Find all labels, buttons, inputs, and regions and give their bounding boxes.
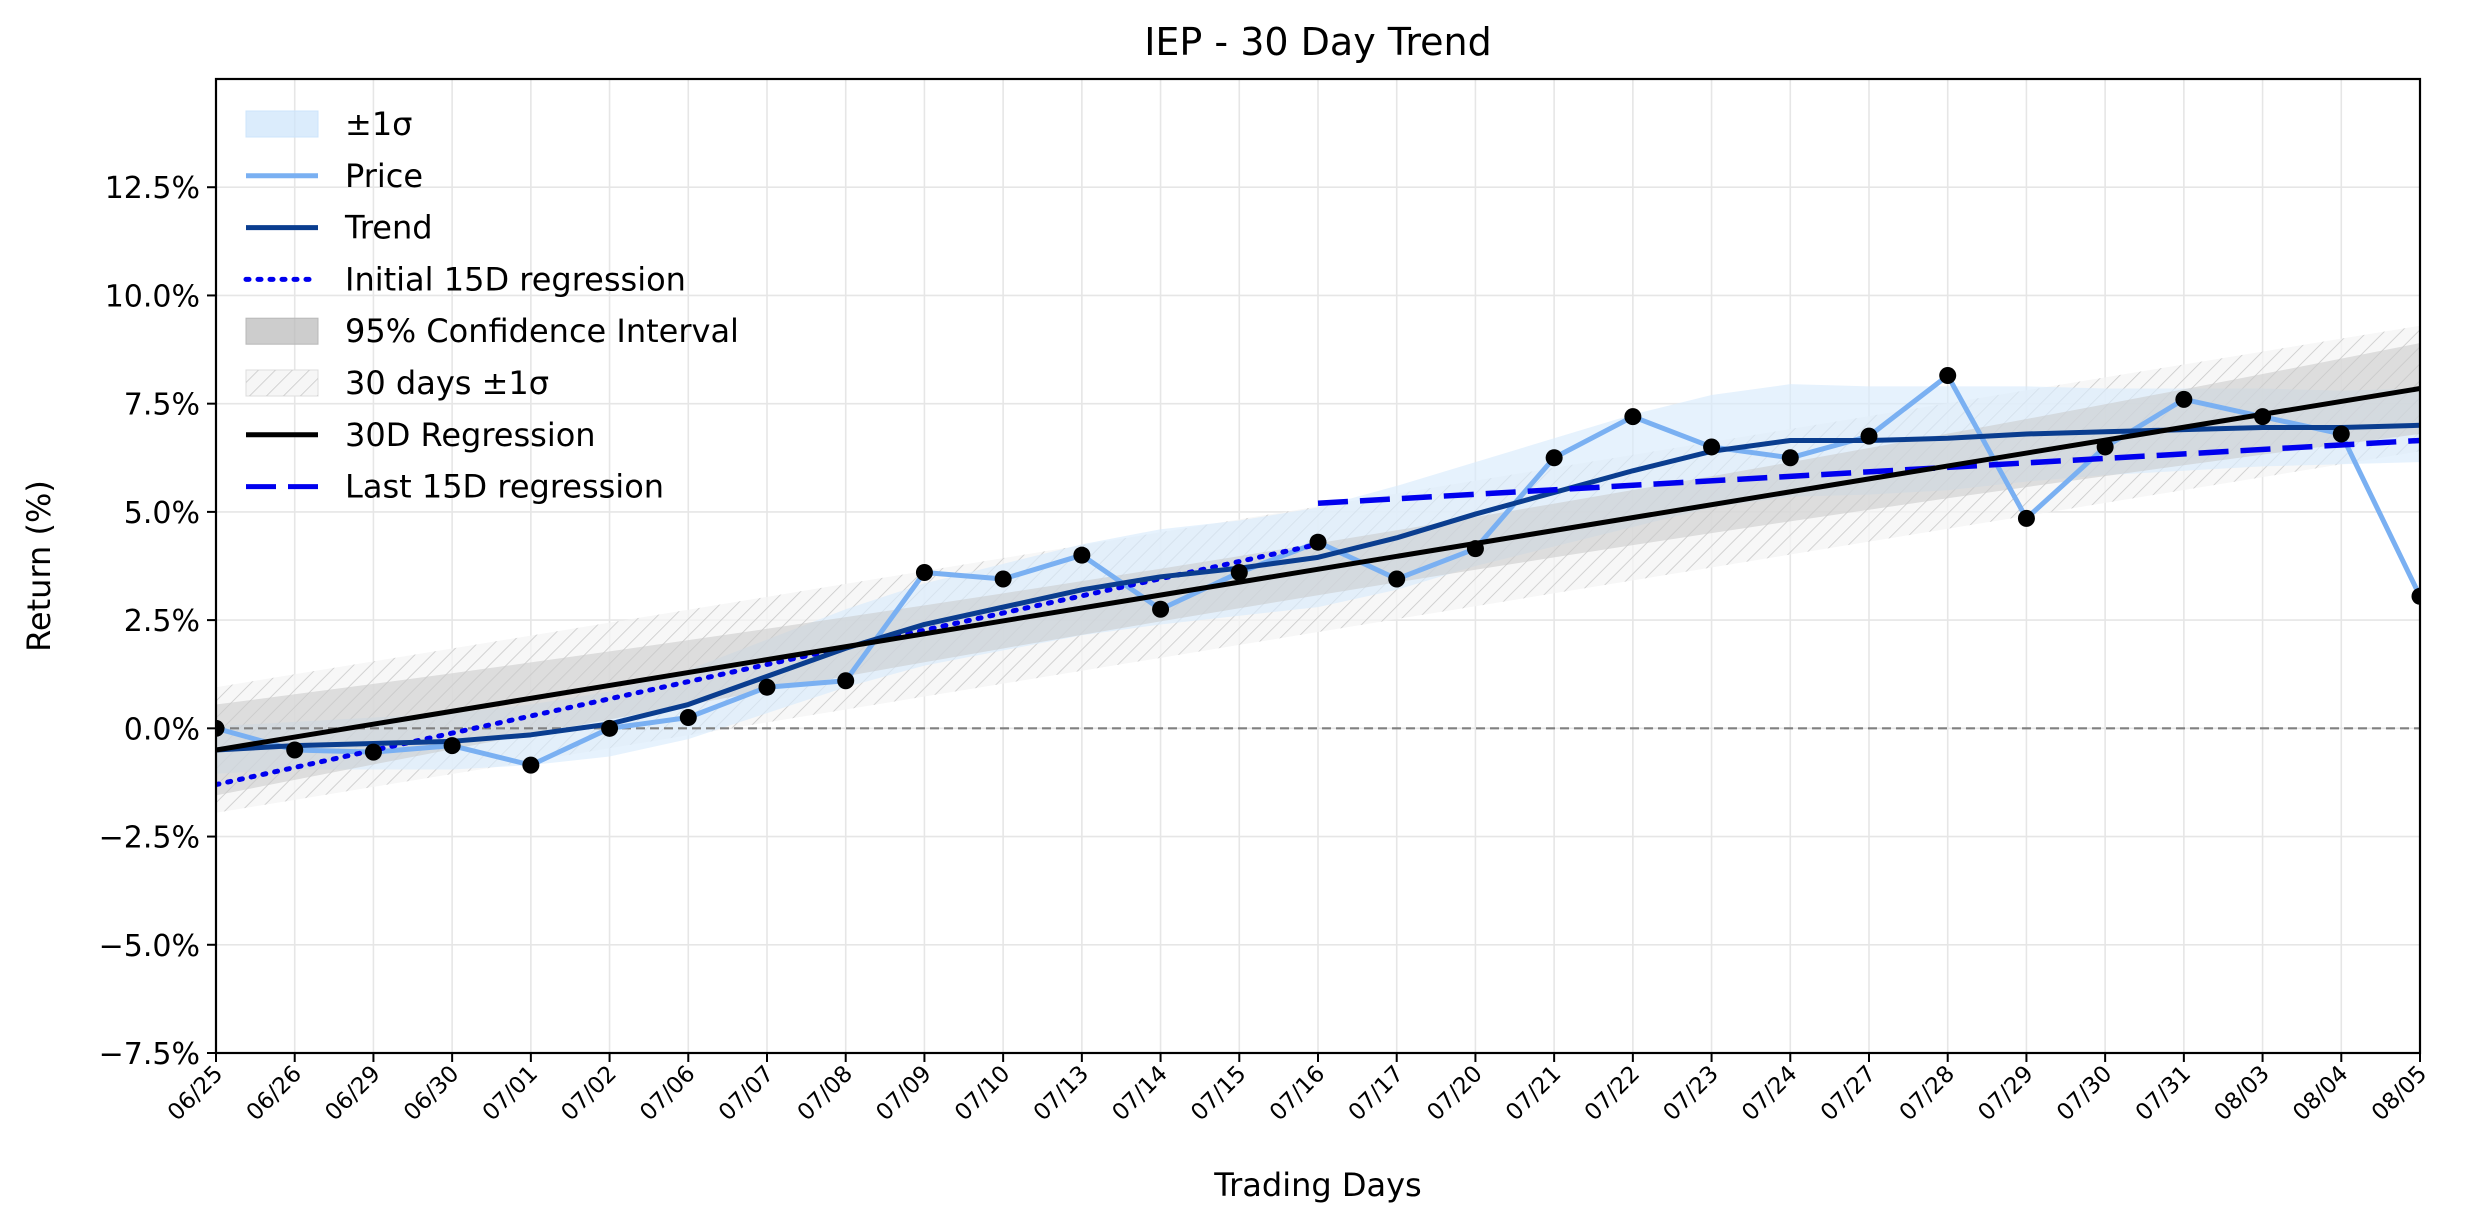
legend-item: 30 days ±1σ	[245, 364, 549, 402]
x-tick-label: 07/07	[714, 1061, 779, 1126]
last-15d-regression-line	[1317, 437, 2420, 506]
y-axis-label: Return (%)	[20, 480, 58, 652]
x-tick-label: 07/10	[950, 1061, 1015, 1126]
price-point	[2175, 390, 2193, 408]
y-tick-label: 7.5%	[124, 388, 200, 423]
price-point	[522, 756, 540, 774]
x-tick-label: 07/21	[1501, 1061, 1566, 1126]
price-point	[1073, 546, 1091, 564]
y-tick-label: −2.5%	[99, 821, 200, 856]
x-tick-label: 07/14	[1108, 1061, 1173, 1126]
y-tick-label: 0.0%	[124, 712, 200, 747]
price-point	[1152, 600, 1170, 618]
chart-title: IEP - 30 Day Trend	[1144, 20, 1492, 64]
y-tick-label: −7.5%	[99, 1037, 200, 1072]
price-point	[2096, 438, 2114, 456]
price-point	[2332, 425, 2350, 443]
legend-swatch	[245, 110, 319, 138]
price-point	[1939, 367, 1957, 385]
price-point	[443, 737, 461, 755]
price-point	[1388, 570, 1406, 588]
legend-item: ±1σ	[245, 105, 412, 143]
y-tick-label: 10.0%	[105, 279, 200, 314]
x-tick-label: 07/28	[1895, 1061, 1960, 1126]
legend-item: Trend	[246, 209, 433, 247]
price-point	[1703, 438, 1721, 456]
x-tick-label: 07/09	[871, 1061, 936, 1126]
x-tick-label: 08/04	[2288, 1061, 2353, 1126]
price-point	[679, 709, 697, 727]
x-tick-label: 07/30	[2052, 1061, 2117, 1126]
legend-label: ±1σ	[345, 105, 412, 143]
trend-line	[216, 422, 2420, 753]
price-points	[216, 367, 2420, 774]
price-point	[216, 719, 225, 737]
x-tick-label: 07/08	[793, 1061, 858, 1126]
x-tick-label: 07/20	[1422, 1061, 1487, 1126]
price-point	[1466, 540, 1484, 558]
x-tick-label: 07/15	[1186, 1061, 1251, 1126]
price-point	[286, 741, 304, 759]
legend-label: Price	[345, 157, 423, 195]
x-tick-label: 06/26	[242, 1061, 307, 1126]
price-point	[1545, 449, 1563, 467]
price-point	[601, 719, 619, 737]
x-axis: 06/25 06/26 06/29 06/30 07/01 07/02 07/06 07/07…	[163, 1053, 2432, 1126]
x-tick-label: 07/02	[557, 1061, 622, 1126]
price-point	[758, 678, 776, 696]
regression-30d-line	[216, 386, 2420, 753]
price-point	[1309, 533, 1327, 551]
x-tick-label: 06/29	[320, 1061, 385, 1126]
legend-label: 30 days ±1σ	[345, 364, 549, 402]
x-tick-label: 07/31	[2131, 1061, 2196, 1126]
x-tick-label: 06/30	[399, 1061, 464, 1126]
price-point	[1230, 563, 1248, 581]
legend-swatch-hatch	[246, 370, 318, 396]
legend-item: Initial 15D regression	[243, 260, 686, 298]
legend: ±1σ Price Trend Initial 15D regression 95% C…	[243, 105, 739, 506]
y-tick-label: 12.5%	[105, 171, 200, 206]
legend-item: Last 15D regression	[246, 468, 664, 506]
legend-label: 30D Regression	[345, 416, 596, 454]
initial-15d-regression-line	[216, 541, 1321, 788]
legend-label: Trend	[344, 209, 433, 247]
x-tick-label: 07/17	[1344, 1061, 1409, 1126]
price-point	[994, 570, 1012, 588]
x-tick-label: 07/24	[1737, 1061, 1802, 1126]
x-axis-label: Trading Days	[1213, 1166, 1421, 1204]
price-point	[837, 672, 855, 690]
x-tick-label: 07/01	[478, 1061, 543, 1126]
y-tick-label: −5.0%	[99, 929, 200, 964]
price-point	[2411, 587, 2420, 605]
price-point	[1781, 449, 1799, 467]
legend-item: 30D Regression	[246, 416, 596, 454]
price-point	[364, 743, 382, 761]
legend-item: Price	[246, 157, 423, 195]
x-tick-label: 07/16	[1265, 1061, 1330, 1126]
x-tick-label: 07/23	[1659, 1061, 1724, 1126]
x-tick-label: 07/06	[635, 1061, 700, 1126]
x-tick-label: 08/05	[2367, 1061, 2432, 1126]
legend-label: Initial 15D regression	[345, 260, 686, 298]
price-point	[1860, 427, 1878, 445]
x-tick-label: 07/13	[1029, 1061, 1094, 1126]
price-point	[2017, 509, 2035, 527]
legend-label: Last 15D regression	[345, 468, 664, 506]
price-point	[915, 563, 933, 581]
price-point	[2254, 408, 2272, 426]
legend-swatch	[245, 317, 319, 345]
x-tick-label: 07/29	[1973, 1061, 2038, 1126]
x-tick-label: 07/22	[1580, 1061, 1645, 1126]
legend-label: 95% Confidence Interval	[345, 312, 739, 350]
x-tick-label: 08/03	[2210, 1061, 2275, 1126]
y-axis: −7.5% −5.0% −2.5% 0.0% 2.5% 5.0% 7.5% 10.0% 12.5…	[99, 171, 216, 1072]
y-tick-label: 2.5%	[124, 604, 200, 639]
price-point	[1624, 408, 1642, 426]
y-tick-label: 5.0%	[124, 496, 200, 531]
x-tick-label: 07/27	[1816, 1061, 1881, 1126]
legend-item: 95% Confidence Interval	[245, 312, 739, 350]
